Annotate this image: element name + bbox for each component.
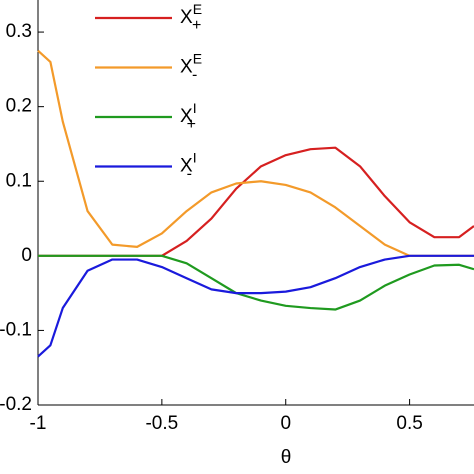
x-axis-label: θ xyxy=(281,447,292,468)
x-tick-label: 0 xyxy=(280,413,291,434)
line-series xyxy=(37,49,474,257)
line-series xyxy=(38,146,474,257)
x-tick-label: 0.5 xyxy=(396,413,422,434)
legend-sub: + xyxy=(192,17,201,34)
y-tick-label: 0.3 xyxy=(6,21,32,42)
legend-sub: + xyxy=(187,116,196,133)
legend-name: X xyxy=(180,156,193,177)
y-tick-label: 0.2 xyxy=(6,96,32,117)
legend-label: XE + xyxy=(180,1,202,35)
y-tick-label: -0.2 xyxy=(0,394,32,415)
legend-name: X xyxy=(180,106,193,127)
line-series xyxy=(37,254,474,358)
legend-sub: - xyxy=(187,166,192,183)
y-tick-label: -0.1 xyxy=(0,319,32,340)
legend-name: X xyxy=(180,7,193,28)
y-tick-label: 0.1 xyxy=(6,170,32,191)
legend-sub: - xyxy=(192,67,197,84)
legend-label: XE - xyxy=(180,50,202,84)
legend-label: XI + xyxy=(180,100,197,134)
x-tick-label: -0.5 xyxy=(145,413,178,434)
line-series xyxy=(38,254,474,311)
legend-label: XI - xyxy=(180,149,197,183)
legend-sup: E xyxy=(193,1,202,17)
legend-name: X xyxy=(180,57,193,78)
legend-sup: I xyxy=(193,149,197,165)
legend-sup: I xyxy=(193,100,197,116)
y-tick-label: 0 xyxy=(21,245,32,266)
legend-sup: E xyxy=(193,50,202,66)
x-tick-label: -1 xyxy=(30,413,47,434)
